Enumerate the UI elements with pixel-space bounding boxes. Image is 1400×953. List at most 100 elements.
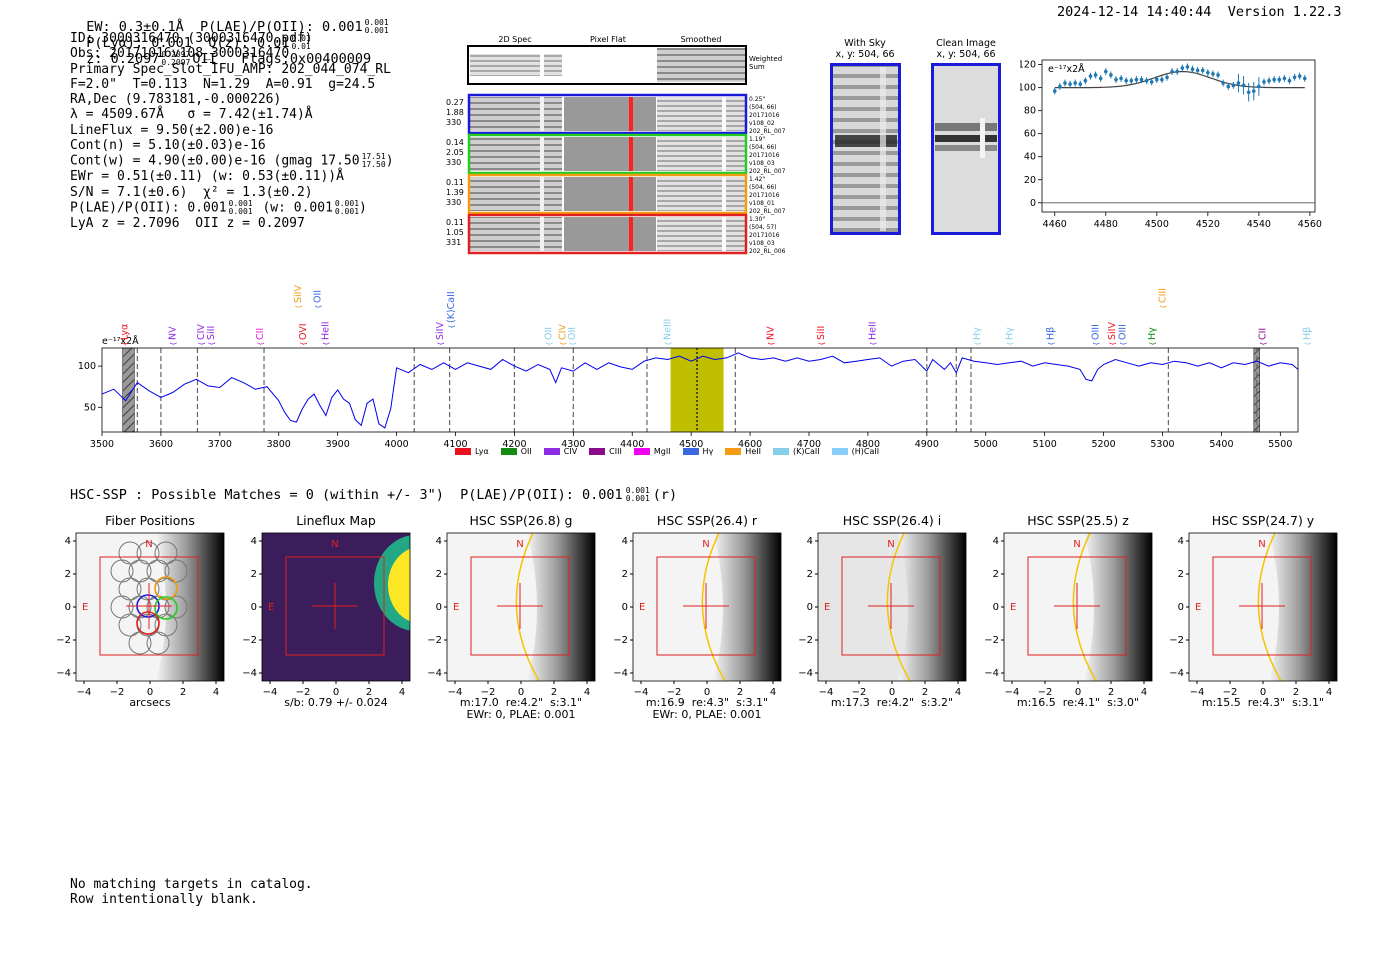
line-label-bracket: { bbox=[1048, 342, 1056, 346]
with-sky-header: With Sky x, y: 504, 66 bbox=[835, 38, 895, 60]
line-label-bracket: { bbox=[315, 305, 323, 309]
legend-item: Lyα bbox=[455, 447, 489, 456]
clean-image-header: Clean Image x, y: 504, 66 bbox=[936, 38, 996, 60]
footer-notes: No matching targets in catalog. Row inte… bbox=[70, 877, 313, 907]
hsc-y-tick: 4 bbox=[993, 536, 999, 547]
line-label: (K)CaII bbox=[446, 291, 457, 323]
line-label-bracket: { bbox=[437, 342, 445, 346]
zoom-axes-frame bbox=[1041, 59, 1316, 213]
legend-item: MgII bbox=[633, 447, 671, 456]
hsc-summary: HSC-SSP : Possible Matches = 0 (within +… bbox=[70, 486, 678, 504]
cutout-smoothed bbox=[657, 97, 745, 131]
cutout-right-label: v108_03 bbox=[749, 160, 775, 167]
zoom-data-point bbox=[1175, 69, 1180, 74]
east-label: E bbox=[453, 602, 459, 613]
zoom-data-point bbox=[1206, 70, 1210, 75]
hsc-x-tick: 4 bbox=[955, 687, 961, 698]
hsc-panel-caption: m:16.5 re:4.1" s:3.0" bbox=[1016, 696, 1140, 709]
info-block: ID: 3000316470 (3000316470.pdf) Obs: 201… bbox=[70, 31, 394, 231]
line-label-bracket: { bbox=[1006, 342, 1014, 346]
cutout-row-border bbox=[467, 173, 748, 215]
hsc-x-tick: 2 bbox=[1293, 687, 1299, 698]
hsc-x-tick: −4 bbox=[77, 687, 92, 698]
fiber-circle bbox=[128, 631, 152, 655]
hsc-panel-image: N E −4 4 −2 2 0 0 2 −2 4 −4 bbox=[1169, 532, 1338, 698]
line-label-bracket: { bbox=[1260, 342, 1268, 346]
line-label: NeIII bbox=[663, 319, 674, 340]
main-x-tick: 4300 bbox=[561, 439, 585, 450]
cutout-right-label: 0.25" bbox=[749, 96, 765, 103]
main-x-tick: 4500 bbox=[679, 439, 703, 450]
zoom-data-point bbox=[1114, 77, 1118, 82]
line-label-bracket: { bbox=[974, 342, 982, 346]
legend-item: HeII bbox=[725, 447, 761, 456]
line-label: CII bbox=[255, 328, 266, 340]
zoom-data-point bbox=[1063, 81, 1067, 85]
legend-item: Hγ bbox=[682, 447, 713, 456]
cutout-left-label: 330 bbox=[446, 158, 461, 167]
line-label-bracket: { bbox=[560, 342, 568, 346]
aperture-box bbox=[656, 556, 756, 656]
line-label-bracket: { bbox=[546, 342, 554, 346]
weighted-label: Weighted bbox=[749, 55, 782, 63]
hsc-panel-image: N E −4 4 −2 2 0 0 2 −2 4 −4 bbox=[242, 532, 411, 698]
east-label: E bbox=[1195, 602, 1201, 613]
legend-swatch bbox=[772, 448, 789, 455]
hsc-panel-caption: arcsecs bbox=[129, 696, 171, 709]
line-label: NV bbox=[168, 326, 179, 340]
col-title-pixelflat: Pixel Flat bbox=[590, 35, 626, 44]
main-x-tick: 3800 bbox=[267, 439, 291, 450]
line-label-bracket: { bbox=[768, 342, 776, 346]
zoom-x-tick: 4560 bbox=[1298, 219, 1322, 230]
main-x-tick: 4400 bbox=[620, 439, 644, 450]
cutout-pixelflat bbox=[564, 217, 656, 251]
zoom-x-tick: 4460 bbox=[1043, 219, 1067, 230]
main-spectrum-chart: 3500 3600 3700 3800 3900 4000 4100 4200 4300 4400… bbox=[78, 285, 1313, 450]
hsc-y-tick: 2 bbox=[807, 569, 813, 580]
info-lineflux: LineFlux = 9.50(±2.00)e-16 bbox=[70, 122, 274, 138]
cutout-right-label: 1.42" bbox=[749, 176, 765, 183]
east-label: E bbox=[268, 602, 274, 613]
legend-label: HeII bbox=[745, 447, 761, 456]
cutout-right-label: (504, 66) bbox=[749, 144, 777, 151]
hsc-y-tick: −2 bbox=[427, 635, 442, 646]
hsc-x-tick: 2 bbox=[180, 687, 186, 698]
cutout-smoothed bbox=[657, 137, 745, 171]
zoom-data-point bbox=[1144, 78, 1149, 83]
main-x-tick: 5200 bbox=[1091, 439, 1115, 450]
zoom-x-tick: 4520 bbox=[1196, 219, 1220, 230]
aperture-box bbox=[99, 556, 199, 656]
zoom-y-tick: 60 bbox=[1024, 129, 1036, 140]
hsc-y-tick: 0 bbox=[251, 602, 257, 613]
line-label: Lyα bbox=[119, 324, 130, 340]
legend-item: CIII bbox=[589, 447, 622, 456]
zoom-data-point bbox=[1267, 78, 1271, 83]
hsc-y-tick: −4 bbox=[56, 668, 71, 679]
cutout-right-label: v108_03 bbox=[749, 240, 775, 247]
hsc-x-tick: −4 bbox=[448, 687, 463, 698]
cutout-pixelflat bbox=[564, 177, 656, 211]
zoom-data-point bbox=[1185, 65, 1190, 69]
line-label: SiII bbox=[206, 326, 217, 340]
main-x-tick: 3500 bbox=[90, 439, 114, 450]
cutout-left-label: 1.39 bbox=[446, 188, 464, 197]
hsc-y-tick: −2 bbox=[1169, 635, 1184, 646]
cutout-right-label: 202_RL_007 bbox=[749, 128, 786, 135]
hsc-x-tick: −2 bbox=[296, 687, 311, 698]
line-label-bracket: { bbox=[1149, 342, 1157, 346]
hsc-x-tick: 4 bbox=[770, 687, 776, 698]
col-title-smoothed: Smoothed bbox=[681, 35, 722, 44]
zoom-model-line bbox=[1054, 70, 1305, 89]
cutout-right-label: v108_02 bbox=[749, 120, 775, 127]
north-label: N bbox=[1073, 539, 1080, 550]
hsc-x-tick: 0 bbox=[1260, 687, 1266, 698]
line-label-bracket: { bbox=[569, 342, 577, 346]
line-label: CIV bbox=[196, 324, 207, 340]
line-label-bracket: { bbox=[170, 342, 178, 346]
hsc-y-tick: −4 bbox=[984, 668, 999, 679]
line-label-bracket: { bbox=[300, 342, 308, 346]
zoom-y-tick: 0 bbox=[1030, 198, 1036, 209]
zoom-data-point bbox=[1058, 84, 1062, 89]
zoom-x-tick: 4480 bbox=[1094, 219, 1118, 230]
hsc-y-tick: −2 bbox=[242, 635, 257, 646]
